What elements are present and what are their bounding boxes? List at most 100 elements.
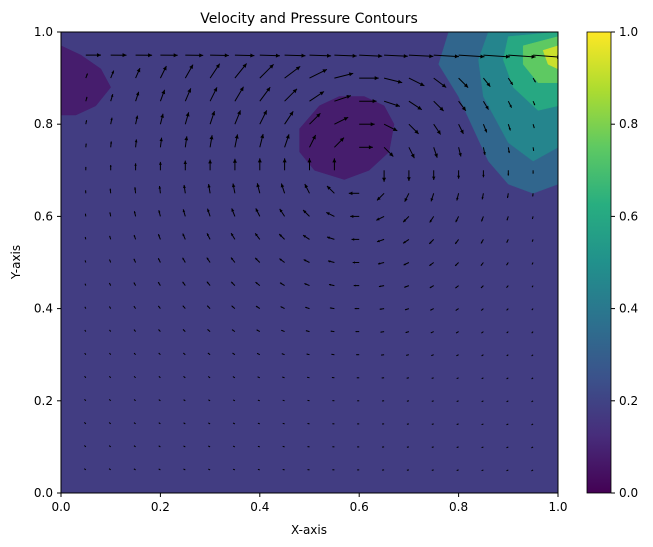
- quiver-arrow: [406, 423, 409, 425]
- quiver-arrow: [456, 469, 459, 471]
- quiver-arrow: [230, 232, 236, 240]
- quiver-arrow: [234, 53, 255, 58]
- quiver-arrow: [429, 216, 435, 223]
- quiver-arrow: [531, 354, 534, 357]
- quiver-arrow: [183, 422, 186, 425]
- quiver-arrow: [531, 308, 534, 311]
- quiver-arrow: [531, 423, 534, 426]
- quiver-arrow: [109, 352, 112, 356]
- quiver-arrow: [109, 188, 112, 194]
- quiver-arrow: [208, 468, 211, 471]
- quiver-arrow: [83, 468, 87, 471]
- quiver-arrow: [255, 281, 261, 286]
- quiver-arrow: [351, 238, 360, 241]
- quiver-arrow: [482, 124, 488, 133]
- quiver-arrow: [481, 469, 484, 472]
- quiver-arrow: [408, 123, 419, 135]
- quiver-arrow: [433, 77, 447, 88]
- quiver-arrow: [330, 330, 335, 333]
- quiver-arrow: [234, 86, 244, 102]
- quiver-arrow: [334, 95, 352, 102]
- x-tick-label: 0.6: [350, 500, 369, 514]
- quiver-arrow: [455, 308, 459, 311]
- quiver-arrow: [206, 233, 211, 240]
- quiver-arrow: [157, 281, 161, 286]
- quiver-arrow: [433, 100, 444, 112]
- quiver-arrow: [256, 183, 261, 194]
- quiver-arrow: [206, 281, 211, 286]
- quiver-arrow: [280, 183, 286, 194]
- quiver-arrow: [376, 215, 385, 221]
- colorbar-tick-label: 1.0: [619, 25, 638, 39]
- quiver-arrow: [376, 238, 385, 243]
- contour-regions: [61, 32, 558, 194]
- colorbar-gradient: [586, 31, 612, 494]
- quiver-arrow: [376, 192, 385, 201]
- quiver-arrow: [158, 445, 161, 448]
- quiver-arrow: [402, 216, 410, 223]
- quiver-arrow: [532, 100, 536, 106]
- quiver-arrow: [382, 469, 385, 471]
- quiver-arrow: [531, 285, 534, 288]
- quiver-arrow: [84, 352, 87, 355]
- quiver-arrow: [431, 354, 434, 357]
- quiver-arrow: [182, 257, 186, 263]
- quiver-arrow: [85, 166, 87, 171]
- quiver-arrow: [382, 423, 385, 425]
- quiver-arrow: [327, 260, 335, 263]
- quiver-arrow: [184, 136, 189, 148]
- quiver-arrow: [455, 285, 459, 289]
- quiver-arrow: [133, 468, 136, 471]
- quiver-arrow: [257, 158, 262, 171]
- quiver-arrow: [133, 234, 137, 240]
- quiver-arrow: [456, 446, 459, 448]
- quiver-arrow: [483, 77, 491, 88]
- quiver-arrow: [406, 354, 410, 356]
- quiver-arrow: [406, 377, 409, 379]
- quiver-arrow: [481, 354, 484, 357]
- quiver-arrow: [230, 281, 236, 286]
- quiver-arrow: [182, 281, 186, 286]
- quiver-arrow: [282, 158, 287, 171]
- quiver-arrow: [133, 375, 136, 379]
- quiver-arrow: [230, 257, 236, 263]
- quiver-arrow: [206, 305, 211, 309]
- quiver-arrow: [355, 330, 360, 333]
- quiver-arrow: [383, 123, 398, 132]
- quiver-arrow: [134, 139, 138, 148]
- quiver-arrow: [326, 185, 335, 194]
- x-axis-label: X-axis: [291, 523, 327, 537]
- quiver-arrow: [160, 53, 178, 58]
- quiver-arrow: [182, 305, 186, 309]
- quiver-arrow: [256, 329, 261, 333]
- quiver-arrow: [108, 282, 112, 286]
- quiver-arrow: [408, 54, 434, 59]
- quiver-arrow: [232, 158, 237, 171]
- quiver-arrow: [307, 158, 312, 171]
- contour-region-5: [522, 36, 558, 83]
- quiver-arrow: [334, 116, 349, 125]
- quiver-arrow: [208, 422, 211, 425]
- quiver-arrow: [257, 399, 260, 402]
- y-tick-label: 1.0: [34, 25, 53, 39]
- quiver-arrow: [429, 285, 434, 289]
- quiver-arrow: [109, 329, 112, 332]
- quiver-arrow: [304, 183, 310, 194]
- quiver-arrow: [183, 184, 186, 194]
- quiver-arrow: [182, 352, 186, 356]
- quiver-arrow: [430, 193, 435, 202]
- quiver-arrow: [207, 184, 211, 194]
- quiver-arrow: [531, 469, 534, 472]
- quiver-arrow: [84, 329, 87, 332]
- quiver-arrow: [109, 375, 112, 379]
- quiver-arrow: [457, 170, 461, 179]
- x-tick-label: 0.8: [449, 500, 468, 514]
- quiver-arrow: [309, 91, 325, 102]
- quiver-arrow: [135, 67, 141, 79]
- quiver-arrow: [481, 377, 484, 380]
- quiver-arrow: [159, 65, 167, 79]
- quiver-arrow: [157, 305, 161, 309]
- quiver-arrow: [531, 331, 534, 334]
- quiver-arrow: [284, 111, 294, 125]
